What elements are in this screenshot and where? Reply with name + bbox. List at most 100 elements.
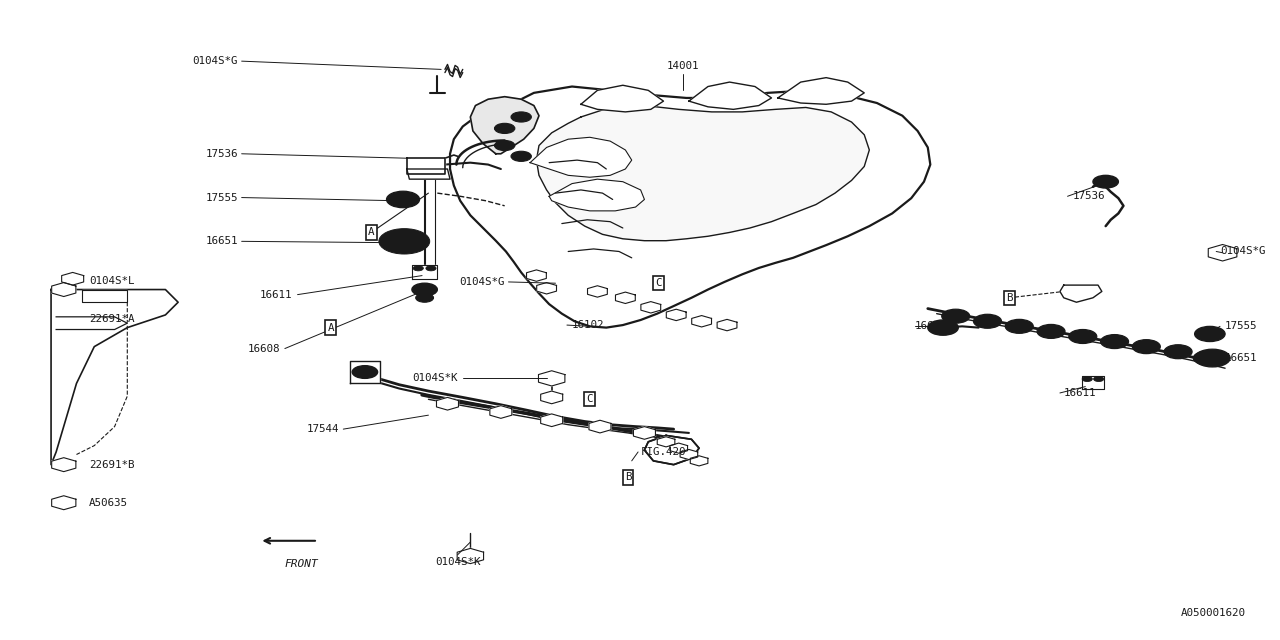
Text: 16608: 16608	[915, 321, 947, 332]
Text: A: A	[328, 323, 334, 333]
Text: 17536: 17536	[1073, 191, 1105, 202]
Polygon shape	[490, 406, 512, 419]
Circle shape	[1037, 324, 1065, 339]
Polygon shape	[689, 82, 772, 109]
Polygon shape	[1208, 244, 1236, 261]
Polygon shape	[644, 435, 699, 465]
Text: 22691*B: 22691*B	[90, 460, 134, 470]
Polygon shape	[51, 289, 178, 465]
Circle shape	[494, 124, 515, 134]
Text: 16611: 16611	[1064, 388, 1096, 398]
Circle shape	[352, 365, 378, 378]
Text: A050001620: A050001620	[1180, 608, 1245, 618]
Circle shape	[511, 151, 531, 161]
Polygon shape	[436, 397, 458, 410]
Circle shape	[511, 112, 531, 122]
Circle shape	[1193, 351, 1221, 365]
Text: A: A	[369, 227, 375, 237]
Polygon shape	[61, 273, 83, 285]
Circle shape	[1093, 175, 1119, 188]
Text: 16611: 16611	[260, 290, 292, 300]
Polygon shape	[407, 158, 445, 174]
Polygon shape	[451, 86, 931, 328]
Circle shape	[1194, 326, 1225, 342]
Polygon shape	[540, 414, 563, 427]
Polygon shape	[412, 265, 438, 279]
Text: 22691*A: 22691*A	[90, 314, 134, 324]
Circle shape	[1076, 333, 1089, 340]
Text: 17555: 17555	[205, 193, 238, 202]
Polygon shape	[349, 360, 380, 383]
Text: 14001: 14001	[667, 61, 699, 71]
Text: 0104S*G: 0104S*G	[1220, 246, 1266, 257]
Circle shape	[1164, 345, 1192, 358]
Text: FIG.420: FIG.420	[640, 447, 686, 457]
Polygon shape	[669, 443, 687, 453]
Circle shape	[1140, 344, 1153, 350]
Circle shape	[928, 320, 959, 335]
Circle shape	[1194, 349, 1230, 367]
Polygon shape	[56, 317, 127, 330]
Polygon shape	[526, 270, 547, 282]
Circle shape	[982, 318, 993, 324]
Text: 16608: 16608	[247, 344, 280, 353]
Polygon shape	[657, 436, 675, 447]
Polygon shape	[778, 77, 864, 104]
Circle shape	[1101, 335, 1129, 349]
Circle shape	[1069, 330, 1097, 344]
Circle shape	[1093, 376, 1103, 381]
Circle shape	[494, 140, 515, 150]
Text: 0104S*L: 0104S*L	[90, 276, 134, 285]
Polygon shape	[536, 106, 869, 241]
Circle shape	[396, 196, 411, 204]
Polygon shape	[407, 169, 451, 179]
Polygon shape	[457, 548, 484, 564]
Text: 16651: 16651	[1225, 353, 1258, 363]
Circle shape	[1201, 355, 1213, 361]
Polygon shape	[1082, 376, 1105, 388]
Text: 0104S*K: 0104S*K	[412, 373, 458, 383]
Polygon shape	[51, 458, 76, 472]
Text: B: B	[625, 472, 631, 483]
Circle shape	[387, 191, 420, 208]
Polygon shape	[82, 289, 127, 302]
Text: C: C	[655, 278, 662, 288]
Circle shape	[413, 266, 424, 271]
Text: C: C	[586, 394, 593, 404]
Text: 0104S*G: 0104S*G	[460, 277, 504, 287]
Polygon shape	[536, 283, 557, 294]
Circle shape	[416, 293, 434, 302]
Polygon shape	[680, 449, 698, 460]
Polygon shape	[51, 283, 76, 296]
Polygon shape	[539, 371, 564, 386]
Polygon shape	[717, 319, 737, 331]
Circle shape	[412, 284, 438, 296]
Polygon shape	[641, 301, 660, 313]
Circle shape	[1108, 339, 1121, 345]
Circle shape	[1171, 349, 1184, 355]
Polygon shape	[1060, 285, 1102, 302]
Polygon shape	[540, 391, 563, 404]
Circle shape	[1012, 323, 1025, 330]
Polygon shape	[51, 496, 76, 509]
Polygon shape	[549, 179, 644, 211]
Circle shape	[426, 266, 436, 271]
Text: 16102: 16102	[572, 320, 604, 330]
Text: 17555: 17555	[1225, 321, 1258, 332]
Circle shape	[950, 313, 963, 319]
Text: B: B	[1006, 292, 1012, 303]
Polygon shape	[581, 85, 663, 112]
Polygon shape	[667, 309, 686, 321]
Polygon shape	[691, 316, 712, 327]
Text: 17544: 17544	[307, 424, 339, 434]
Circle shape	[1082, 376, 1092, 381]
Polygon shape	[588, 285, 607, 297]
Text: 0104S*G: 0104S*G	[192, 56, 238, 66]
Polygon shape	[634, 427, 655, 439]
Polygon shape	[530, 138, 632, 177]
Polygon shape	[589, 420, 611, 433]
Polygon shape	[470, 97, 539, 154]
Circle shape	[1044, 328, 1057, 335]
Circle shape	[942, 309, 970, 323]
Text: A50635: A50635	[90, 498, 128, 508]
